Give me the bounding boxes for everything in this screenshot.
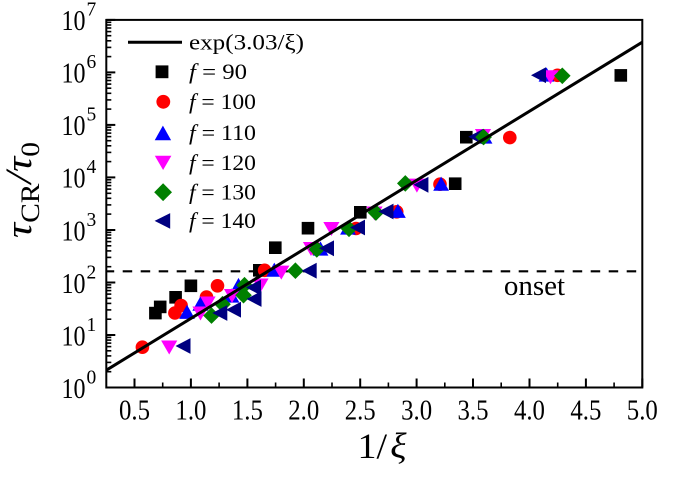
svg-text:4.0: 4.0 <box>514 395 545 427</box>
svg-text:10: 10 <box>62 320 86 352</box>
svg-text:f = 110: f = 110 <box>189 120 256 145</box>
svg-text:10: 10 <box>62 268 86 300</box>
svg-text:10: 10 <box>62 373 86 405</box>
svg-text:1.5: 1.5 <box>232 395 263 427</box>
svg-text:f = 90: f = 90 <box>189 59 247 84</box>
svg-text:10: 10 <box>62 58 86 90</box>
svg-text:10: 10 <box>62 5 86 37</box>
svg-text:3.5: 3.5 <box>458 395 489 427</box>
svg-text:7: 7 <box>87 0 97 21</box>
svg-text:10: 10 <box>62 163 86 195</box>
svg-text:f = 100: f = 100 <box>189 89 256 114</box>
svg-text:onset: onset <box>504 270 565 302</box>
svg-text:2: 2 <box>87 262 97 283</box>
svg-text:5.0: 5.0 <box>627 395 658 427</box>
svg-text:f = 120: f = 120 <box>189 150 256 175</box>
svg-text:3.0: 3.0 <box>401 395 432 427</box>
svg-text:0: 0 <box>87 367 97 388</box>
svg-text:6: 6 <box>87 52 97 73</box>
svg-text:4: 4 <box>87 157 97 178</box>
svg-text:exp(3.03/ξ): exp(3.03/ξ) <box>189 30 304 55</box>
svg-text:2.5: 2.5 <box>345 395 376 427</box>
svg-text:1/ξ: 1/ξ <box>358 426 408 466</box>
svg-text:2.0: 2.0 <box>288 395 319 427</box>
svg-text:1.0: 1.0 <box>175 395 206 427</box>
svg-text:0.5: 0.5 <box>119 395 150 427</box>
svg-text:3: 3 <box>87 210 97 231</box>
svg-text:4.5: 4.5 <box>570 395 601 427</box>
svg-text:5: 5 <box>87 105 97 126</box>
svg-text:10: 10 <box>62 215 86 247</box>
svg-text:f = 140: f = 140 <box>189 208 256 233</box>
svg-text:10: 10 <box>62 110 86 142</box>
svg-text:f = 130: f = 130 <box>189 179 256 204</box>
svg-text:1: 1 <box>87 315 97 336</box>
